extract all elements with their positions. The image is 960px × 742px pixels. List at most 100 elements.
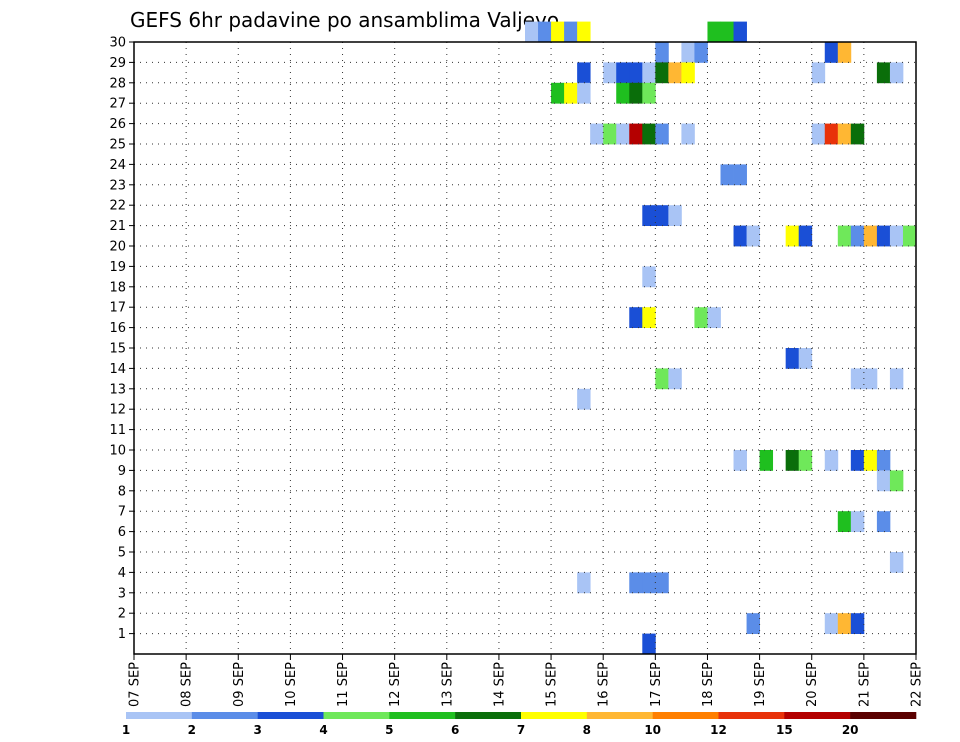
y-tick-label: 27 bbox=[109, 97, 126, 112]
heatmap-cell bbox=[642, 62, 656, 84]
heatmap-cell bbox=[837, 613, 852, 634]
legend-swatch bbox=[586, 712, 653, 719]
heatmap-cell bbox=[850, 368, 865, 390]
y-tick-label: 12 bbox=[109, 403, 126, 418]
x-tick-label: 08 SEP bbox=[180, 662, 195, 707]
heatmap-cell bbox=[837, 225, 852, 247]
heatmap-cell bbox=[577, 21, 591, 43]
heatmap-cell bbox=[720, 164, 734, 186]
heatmap-cell bbox=[733, 450, 747, 471]
heatmap-cell bbox=[850, 511, 865, 532]
heatmap-cell bbox=[564, 82, 578, 104]
heatmap-cell bbox=[876, 470, 891, 492]
heatmap-cell bbox=[889, 225, 904, 247]
heatmap-cell bbox=[603, 123, 617, 145]
heatmap-cell bbox=[655, 368, 669, 390]
heatmap-cell bbox=[655, 572, 669, 594]
heatmap-cell bbox=[681, 62, 695, 84]
heatmap-cell bbox=[538, 21, 552, 43]
chart-title: GEFS 6hr padavine po ansamblima Valjevo bbox=[130, 8, 559, 32]
heatmap-cell bbox=[733, 225, 747, 247]
x-tick-label: 11 SEP bbox=[336, 662, 351, 707]
heatmap-cell bbox=[681, 42, 695, 63]
heatmap-cell bbox=[616, 62, 630, 84]
legend-swatch bbox=[718, 712, 785, 719]
heatmap-cell bbox=[863, 368, 878, 390]
heatmap-cell bbox=[785, 225, 800, 247]
legend-swatch bbox=[389, 712, 456, 719]
y-tick-label: 14 bbox=[109, 362, 126, 377]
heatmap-cell bbox=[798, 348, 813, 369]
heatmap-cell bbox=[655, 205, 669, 226]
y-tick-label: 23 bbox=[109, 178, 126, 193]
heatmap-cell bbox=[837, 123, 852, 145]
legend-swatch bbox=[521, 712, 588, 719]
heatmap-cell bbox=[785, 348, 800, 369]
heatmap-cell bbox=[824, 450, 839, 471]
heatmap-cell bbox=[668, 62, 682, 84]
y-tick-label: 20 bbox=[109, 240, 126, 255]
y-tick-label: 10 bbox=[109, 444, 126, 459]
y-tick-label: 16 bbox=[109, 321, 126, 336]
heatmap-cell bbox=[694, 307, 708, 328]
legend-label: 15 bbox=[776, 723, 793, 737]
x-tick-label: 10 SEP bbox=[284, 662, 299, 707]
heatmap-cell bbox=[850, 613, 865, 634]
heatmap-cell bbox=[707, 21, 721, 43]
heatmap-cell bbox=[668, 368, 682, 390]
x-tick-label: 12 SEP bbox=[388, 662, 403, 707]
heatmap-cell bbox=[733, 164, 747, 186]
y-tick-label: 21 bbox=[109, 219, 126, 234]
heatmap-cell bbox=[681, 123, 695, 145]
y-tick-label: 29 bbox=[109, 56, 126, 71]
heatmap-cell bbox=[811, 62, 826, 84]
heatmap-cell bbox=[850, 225, 865, 247]
heatmap-cell bbox=[746, 613, 760, 634]
grid-lines bbox=[134, 42, 916, 654]
x-tick-label: 17 SEP bbox=[649, 662, 664, 707]
y-tick-label: 9 bbox=[118, 464, 126, 479]
heatmap-cell bbox=[824, 123, 839, 145]
heatmap-cell bbox=[642, 307, 656, 328]
y-tick-label: 22 bbox=[109, 199, 126, 214]
heatmap-cells bbox=[525, 21, 917, 655]
x-tick-label: 14 SEP bbox=[492, 662, 507, 707]
y-tick-label: 1 bbox=[118, 627, 126, 642]
legend-label: 10 bbox=[644, 723, 661, 737]
heatmap-cell bbox=[720, 21, 734, 43]
heatmap-cell bbox=[551, 82, 565, 104]
y-tick-label: 6 bbox=[118, 525, 126, 540]
heatmap-cell bbox=[629, 62, 643, 84]
legend-label: 7 bbox=[517, 723, 525, 737]
y-tick-label: 11 bbox=[109, 423, 126, 438]
legend-label: 12 bbox=[710, 723, 727, 737]
x-tick-label: 18 SEP bbox=[701, 662, 716, 707]
heatmap-cell bbox=[837, 511, 852, 532]
heatmap-cell bbox=[798, 450, 813, 471]
legend-swatch bbox=[126, 712, 193, 719]
heatmap-cell bbox=[811, 123, 826, 145]
heatmap-cell bbox=[746, 225, 760, 247]
heatmap-cell bbox=[629, 82, 643, 104]
legend-swatch bbox=[784, 712, 851, 719]
legend-swatch bbox=[455, 712, 522, 719]
heatmap-cell bbox=[668, 205, 682, 226]
heatmap-cell bbox=[616, 123, 630, 145]
legend-label: 2 bbox=[188, 723, 196, 737]
y-tick-label: 30 bbox=[109, 36, 126, 51]
heatmap-cell bbox=[850, 123, 865, 145]
legend-swatch bbox=[257, 712, 324, 719]
x-axis: 07 SEP 08 SEP 09 SEP 10 SEP 11 SEP 12 SEP 13 S… bbox=[128, 654, 925, 707]
heatmap-cell bbox=[577, 82, 591, 104]
heatmap-cell bbox=[577, 572, 591, 594]
legend-label: 3 bbox=[253, 723, 261, 737]
heatmap-cell bbox=[837, 42, 852, 63]
legend-swatch bbox=[191, 712, 258, 719]
x-tick-label: 22 SEP bbox=[910, 662, 925, 707]
y-tick-label: 15 bbox=[109, 342, 126, 357]
heatmap-cell bbox=[863, 450, 878, 471]
y-tick-label: 4 bbox=[118, 566, 126, 581]
y-tick-label: 25 bbox=[109, 138, 126, 153]
legend-label: 20 bbox=[842, 723, 859, 737]
